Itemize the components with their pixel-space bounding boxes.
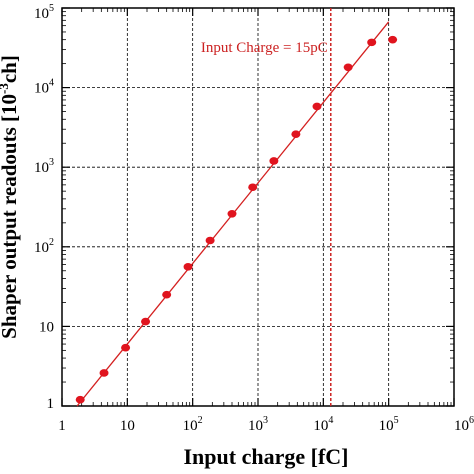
y-axis-title-tail: ch] [0,55,21,83]
data-point [248,183,258,192]
y-axis-title: Shaper output readouts [10-3ch] [0,55,21,339]
y-tick-label: 105 [34,3,54,22]
y-tick-label: 1 [47,396,55,412]
y-tick-label: 104 [34,78,54,97]
data-point [312,102,322,111]
grid [62,8,454,406]
data-point [205,236,215,245]
axis-ticks [61,7,455,407]
x-tick-label: 102 [183,415,203,434]
y-tick-label: 103 [34,157,54,176]
y-tick-label: 102 [34,237,54,256]
x-tick-label: 103 [248,415,268,434]
data-points [75,35,398,404]
y-tick-labels: 1 10 102 103 104 105 [34,3,54,412]
x-tick-label: 106 [454,415,474,434]
data-point [162,290,172,299]
plot-frame [61,7,455,407]
x-tick-label: 1 [58,418,66,434]
data-point [367,38,377,47]
reference-line-label: Input Charge = 15pC [201,40,328,56]
data-point [75,395,85,404]
x-tick-label: 10 [120,418,135,434]
x-axis-title: Input charge [fC] [184,444,349,469]
data-point [183,263,193,271]
y-axis-title-main: Shaper output readouts [10 [0,94,21,339]
data-point [343,63,353,72]
x-tick-label: 105 [379,415,399,434]
y-tick-label: 10 [39,319,54,335]
data-point [227,209,237,218]
y-axis-title-superscript: -3 [0,83,11,94]
data-point [291,130,301,138]
data-point [121,343,131,352]
data-point [99,369,109,377]
x-tick-label: 104 [313,415,333,434]
x-tick-labels: 1 10 102 103 104 105 106 [58,415,474,434]
data-point [141,317,151,326]
data-point [388,35,398,44]
data-point [269,157,279,165]
